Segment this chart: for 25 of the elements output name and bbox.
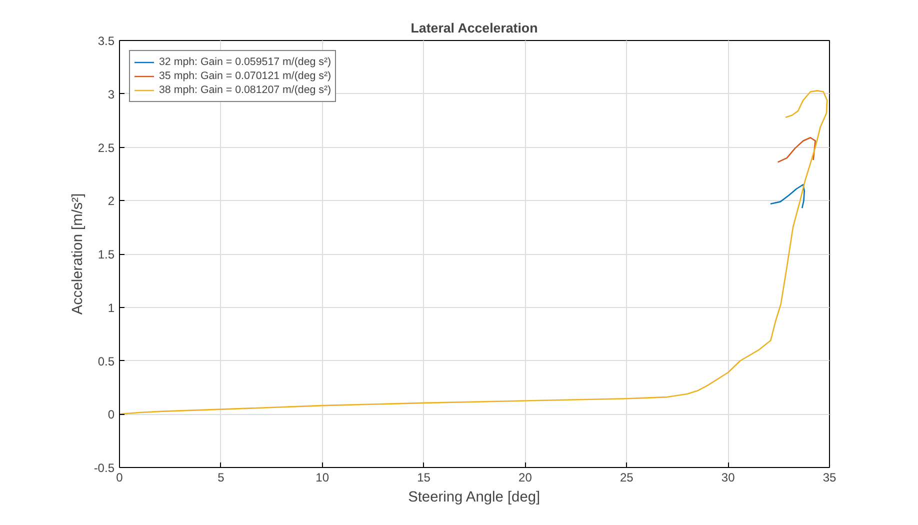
x-tick-label: 35 [822,470,836,484]
line-series [777,136,816,163]
y-tick-label: 2 [108,194,115,208]
x-tick-label: 10 [316,470,330,484]
y-tick-label: 1 [108,300,115,315]
y-tick-label: 3.5 [98,34,115,48]
x-tick-label: 0 [116,470,124,484]
x-tick-label: 30 [721,470,736,484]
x-tick-label: 25 [620,470,634,484]
x-tick-label: 5 [218,470,225,484]
x-tick-label: 20 [518,470,532,484]
x-axis-title: Steering Angle [deg] [408,490,540,506]
y-tick-label: 2.5 [98,140,115,155]
y-tick-label: 0 [108,408,115,422]
y-tick-label: -0.5 [94,461,115,475]
legend-label: 35 mph: Gain = 0.070121 m/(deg s²) [159,69,332,83]
legend-label: 32 mph: Gain = 0.059517 m/(deg s²) [159,55,332,69]
y-tick-label: 1.5 [98,248,115,262]
x-tick-label: 15 [417,470,431,484]
y-axis-title: Acceleration [m/s²] [70,193,86,315]
legend-label: 38 mph: Gain = 0.081207 m/(deg s²) [159,83,332,97]
y-tick-label: 0.5 [98,354,115,368]
y-tick-label: 3 [108,87,115,102]
line-series [770,184,805,209]
chart-title: Lateral Acceleration [410,20,538,36]
